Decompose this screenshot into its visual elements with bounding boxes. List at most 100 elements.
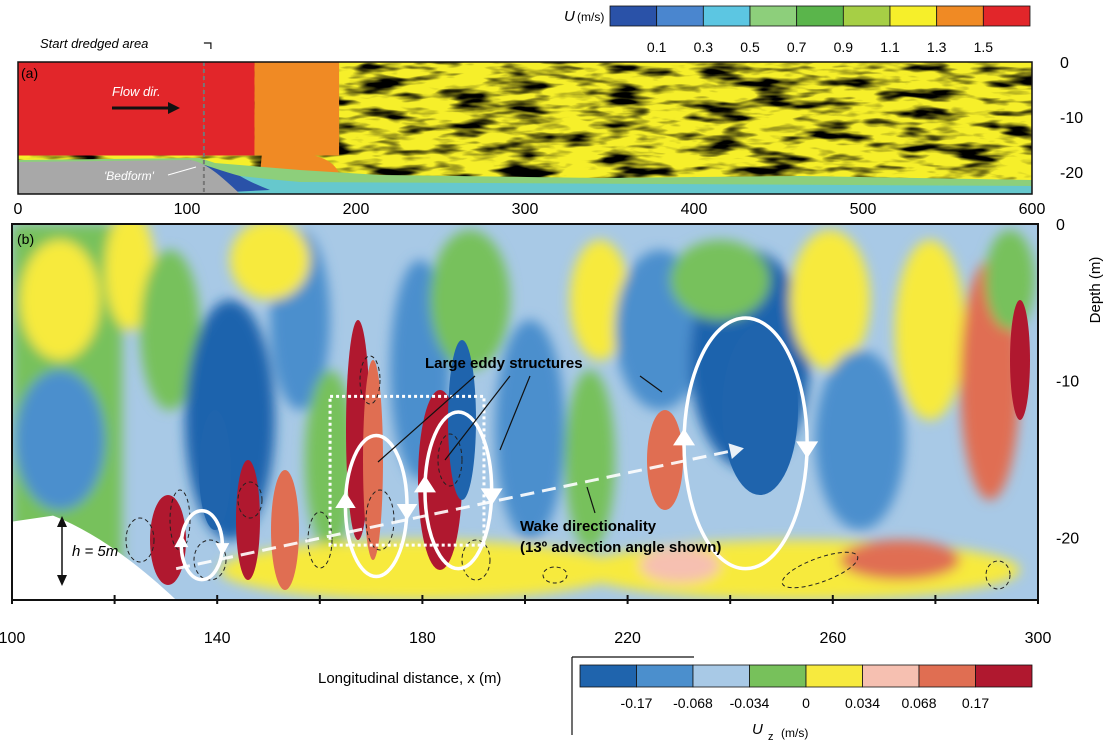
- advection-angle-label: (13º advection angle shown): [520, 539, 721, 556]
- x-tick-label: 400: [681, 201, 708, 218]
- eddy-arrow-up: [413, 475, 436, 493]
- eddy-arrow-down: [396, 504, 418, 521]
- colorbar-swatch: [636, 664, 694, 688]
- x-tick-label: 0: [14, 201, 23, 218]
- colorbar-tick-label: 0.17: [962, 695, 989, 711]
- colorbar-swatch: [579, 664, 637, 688]
- panel-b-bedform: [12, 515, 177, 600]
- wake-direction-arrowhead: [728, 443, 744, 459]
- colorbar-tick-label: -0.068: [673, 695, 713, 711]
- panel-b-velocity-field: [12, 224, 1035, 600]
- colorbar-uz-subscript: z: [768, 731, 774, 743]
- x-tick-label: 260: [819, 630, 846, 647]
- x-tick-label: 300: [1025, 630, 1052, 647]
- panel-b-x-tick-labels: 100 140 180 220 260 300: [0, 630, 1051, 647]
- colorbar-tick-label: 0.068: [901, 695, 936, 711]
- colorbar-u-symbol: U: [564, 8, 575, 25]
- eddy-arrow-up: [673, 428, 696, 446]
- colorbar-swatch: [749, 664, 807, 688]
- colorbar-tick-label: 0.034: [845, 695, 880, 711]
- colorbar-swatch: [749, 5, 798, 27]
- colorbar-tick-label: 1.5: [974, 39, 994, 55]
- flow-direction-label: Flow dir.: [112, 84, 161, 99]
- eddy-arrow-down: [215, 543, 230, 557]
- colorbar-swatch: [609, 5, 658, 27]
- colorbar-swatch: [702, 5, 751, 27]
- eddy-arrow-up: [174, 534, 189, 548]
- wake-directionality-label: Wake directionality: [520, 518, 657, 535]
- colorbar-tick-label: -0.17: [621, 695, 653, 711]
- colorbar-swatch: [656, 5, 704, 27]
- panel-a-frame: [17, 61, 1033, 195]
- panel-a-texture-2: [260, 62, 1032, 194]
- colorbar-swatch: [889, 5, 938, 27]
- x-tick-label: 600: [1019, 201, 1046, 218]
- colorbar-u-tick-labels: 0.1 0.3 0.5 0.7 0.9 1.1 1.3 1.5: [647, 39, 993, 55]
- colorbar-tick-label: 0.1: [647, 39, 667, 55]
- panel-a: (a) Start dredged area Flow dir. 'Bedfor…: [14, 36, 1084, 218]
- colorbar-tick-label: 0: [802, 695, 810, 711]
- colorbar-tick-label: -0.034: [730, 695, 770, 711]
- colorbar-uz-bracket: [571, 656, 694, 735]
- panel-b-x-tick-marks: [11, 595, 1039, 604]
- y-tick-label: -20: [1060, 165, 1083, 182]
- eddy-arrow-up: [335, 491, 356, 508]
- panel-a-x-tick-labels: 0 100 200 300 400 500 600: [14, 201, 1046, 218]
- colorbar-swatch: [805, 664, 863, 688]
- start-dredged-area-marker: [203, 42, 212, 49]
- colorbar-tick-label: 0.3: [694, 39, 714, 55]
- colorbar-tick-label: 0.7: [787, 39, 807, 55]
- eddy-arrow-down: [796, 441, 819, 459]
- panel-a-y-tick-labels: 0 -10 -20: [1060, 55, 1083, 182]
- x-tick-label: 100: [174, 201, 201, 218]
- colorbar-uz: -0.17 -0.068 -0.034 0 0.034 0.068 0.17 U z (m/…: [571, 656, 1033, 743]
- colorbar-uz-swatches: [579, 664, 1033, 688]
- x-axis-label: Longitudinal distance, x (m): [318, 670, 501, 687]
- colorbar-u-unit: (m/s): [577, 10, 604, 24]
- colorbar-swatch: [982, 5, 1031, 27]
- panel-b-eddy-cores: [150, 300, 1030, 590]
- colorbar-tick-label: 0.9: [834, 39, 854, 55]
- colorbar-swatch: [842, 5, 891, 27]
- x-tick-label: 500: [850, 201, 877, 218]
- panel-b-highlight-box: [328, 394, 486, 547]
- colorbar-swatch: [692, 664, 750, 688]
- colorbar-uz-tick-labels: -0.17 -0.068 -0.034 0 0.034 0.068 0.17: [621, 695, 990, 711]
- panel-a-label: (a): [21, 65, 38, 81]
- panel-b: (b) Large eddy structures Wake direction…: [0, 217, 1079, 647]
- wake-direction-line: [175, 449, 731, 571]
- colorbar-tick-label: 0.5: [740, 39, 760, 55]
- x-tick-label: 140: [204, 630, 231, 647]
- y-tick-label: 0: [1056, 217, 1065, 234]
- depth-axis-label: Depth (m): [1087, 257, 1104, 324]
- wake-leader-line: [586, 486, 596, 514]
- colorbar-tick-label: 1.1: [880, 39, 900, 55]
- colorbar-tick-label: 1.3: [927, 39, 947, 55]
- panel-b-label: (b): [17, 231, 34, 247]
- panel-a-velocity-regions: [18, 62, 340, 156]
- x-tick-label: 220: [614, 630, 641, 647]
- large-eddy-structures-label: Large eddy structures: [425, 355, 583, 372]
- y-tick-label: -20: [1056, 530, 1079, 547]
- bedform-height-label: h = 5m: [72, 543, 118, 560]
- eddy-circles: [174, 316, 819, 582]
- colorbar-uz-symbol: U: [752, 721, 763, 738]
- bedform-height-indicator: [57, 516, 67, 586]
- colorbar-swatch: [975, 664, 1033, 688]
- colorbar-u-swatches: [609, 5, 1031, 27]
- velocity-region: [203, 62, 255, 156]
- panel-b-dashed-eddy-outlines: [125, 355, 1011, 590]
- eddy-arrow-down: [480, 488, 503, 506]
- x-tick-label: 300: [512, 201, 539, 218]
- x-tick-label: 200: [343, 201, 370, 218]
- bedform-label: 'Bedform': [104, 169, 155, 183]
- colorbar-u: U (m/s) 0.1 0.3 0.5 0.7 0.9 1.1 1.3 1.5: [564, 5, 1031, 55]
- start-dredged-area-label: Start dredged area: [40, 36, 148, 51]
- colorbar-uz-unit: (m/s): [781, 726, 808, 740]
- colorbar-swatch: [796, 5, 844, 27]
- colorbar-swatch: [936, 5, 984, 27]
- y-tick-label: 0: [1060, 55, 1069, 72]
- large-eddy-leader-lines: [377, 375, 663, 463]
- x-tick-label: 180: [409, 630, 436, 647]
